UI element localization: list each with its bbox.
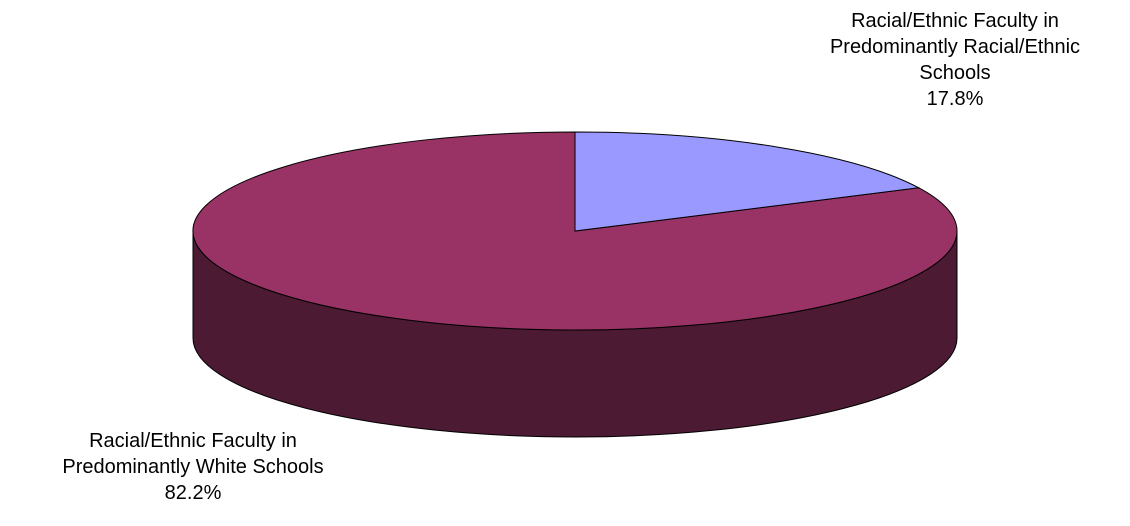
pie-slice-ethnic-schools	[574, 131, 921, 232]
slice-label-line: Predominantly White Schools	[62, 456, 324, 478]
slice-label-line: Schools	[919, 62, 991, 84]
pie-tops	[192, 131, 958, 331]
slice-value-label: 17.8%	[926, 88, 984, 110]
slice-label-line: Racial/Ethnic Faculty in	[851, 10, 1059, 32]
slice-value-label: 82.2%	[164, 482, 222, 504]
slice-label-ethnic-schools: Racial/Ethnic Faculty in Predominantly R…	[755, 8, 1130, 112]
slice-label-white-schools: Racial/Ethnic Faculty in Predominantly W…	[3, 428, 383, 506]
slice-label-line: Predominantly Racial/Ethnic	[829, 36, 1081, 58]
slice-label-line: Racial/Ethnic Faculty in	[89, 430, 297, 452]
